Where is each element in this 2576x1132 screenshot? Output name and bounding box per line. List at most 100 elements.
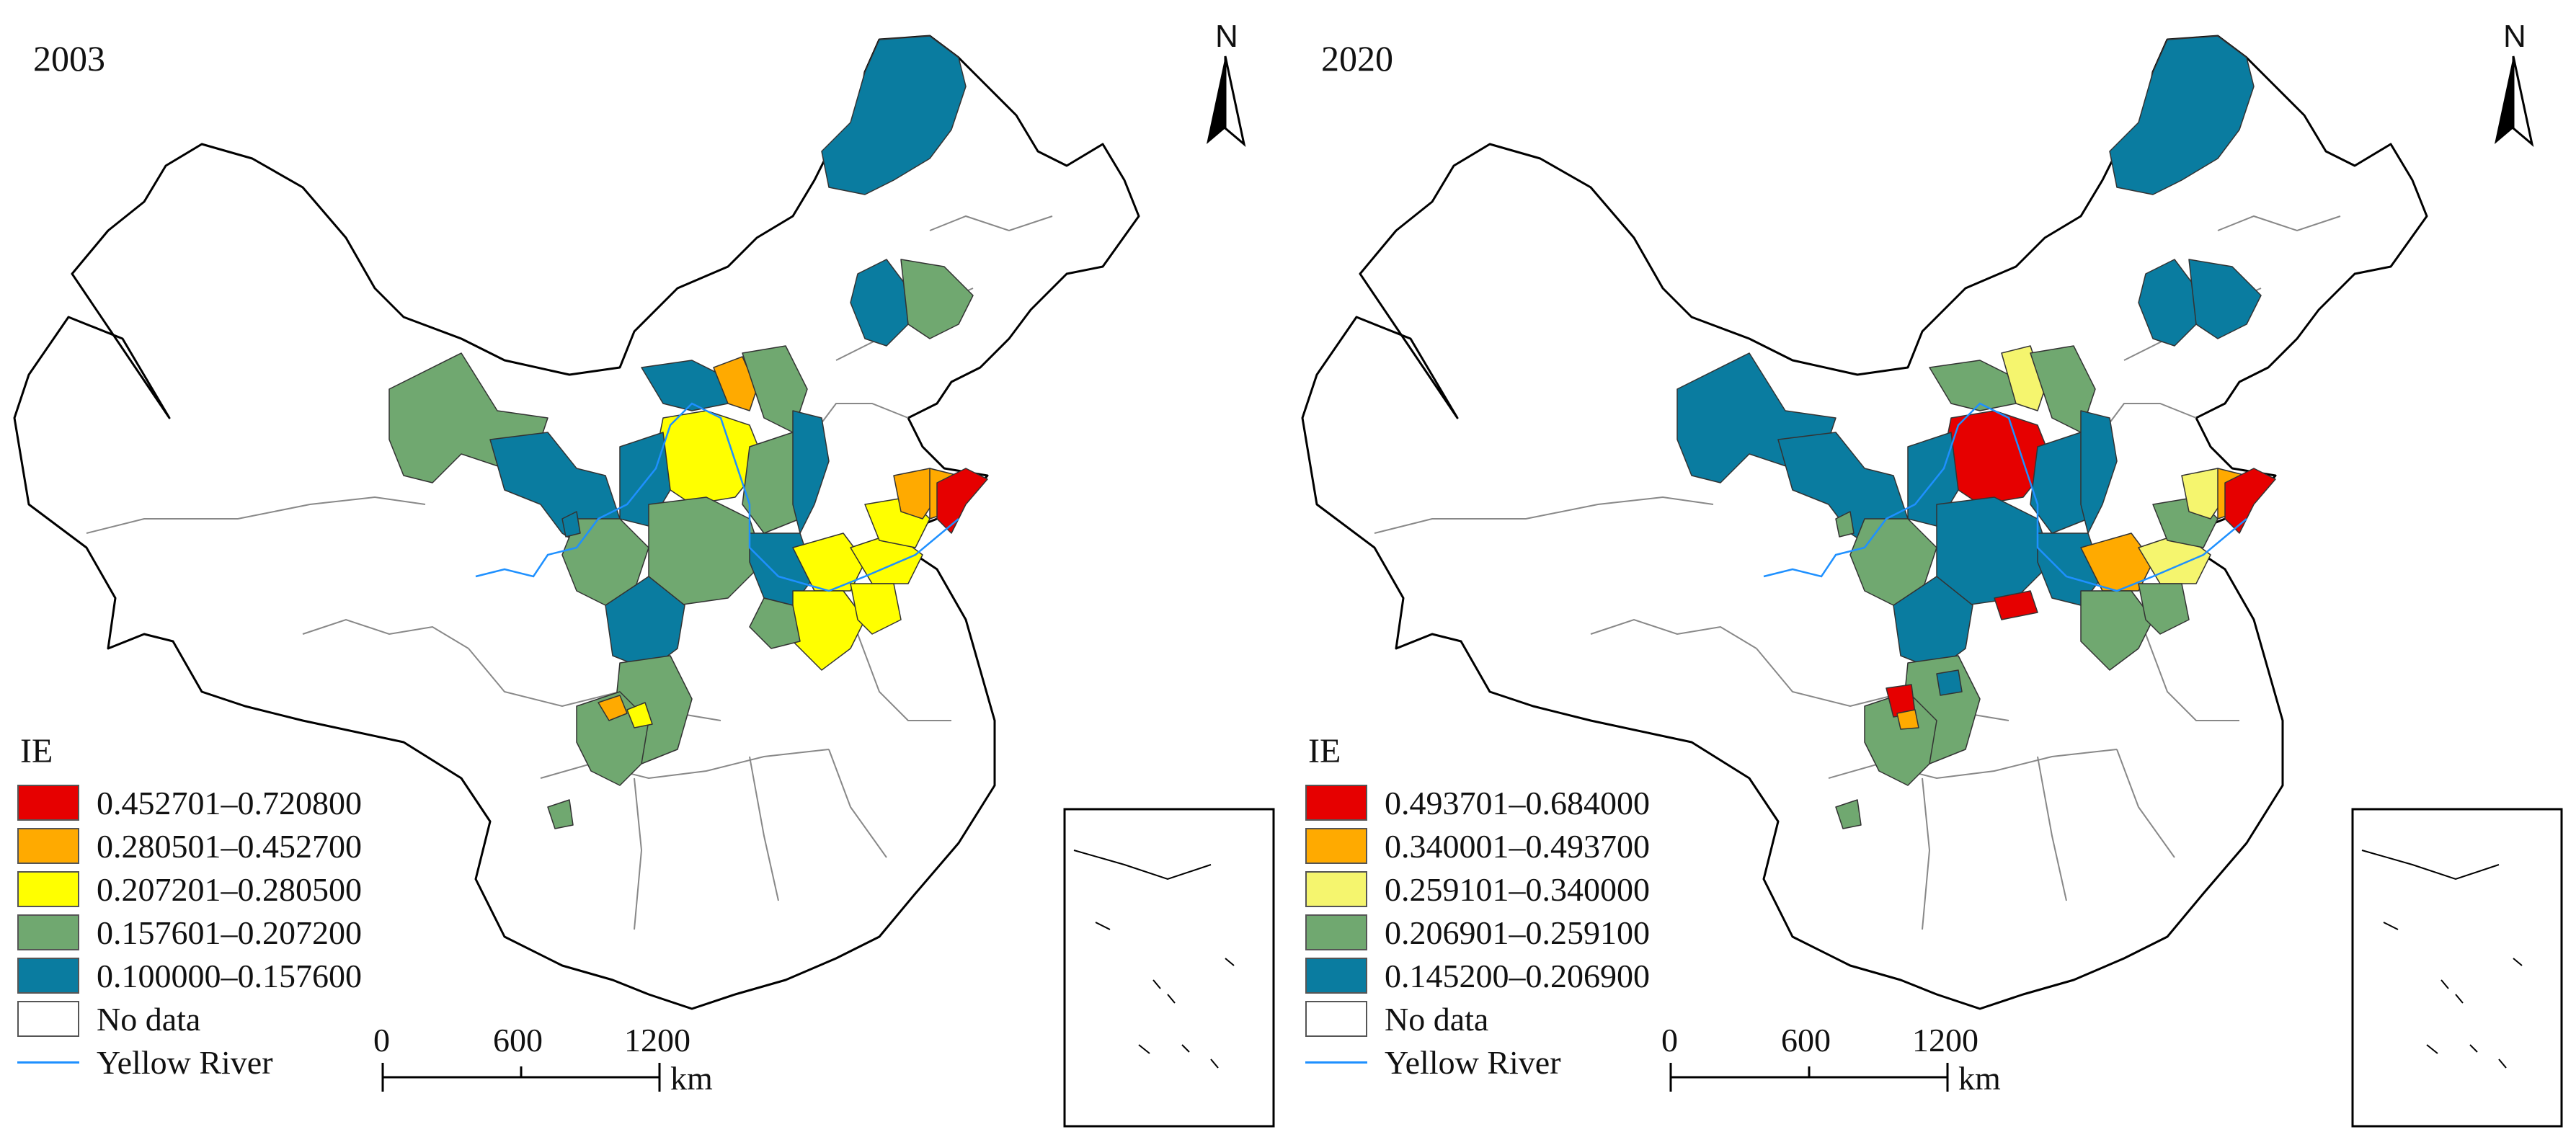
year-label: 2003 — [33, 38, 105, 79]
north-arrow — [1207, 55, 1246, 147]
legend-label: 0.157601–0.207200 — [97, 914, 362, 951]
region-henan-a — [792, 532, 866, 592]
legend-item: 0.100000–0.157600 — [17, 954, 362, 997]
choropleth-regions-2003 — [388, 35, 988, 829]
legend-label: Yellow River — [1385, 1043, 1561, 1081]
legend-swatch — [17, 828, 79, 864]
region-yunnan-north — [547, 799, 574, 829]
legend-item: 0.340001–0.493700 — [1305, 824, 1650, 868]
legend-item-no-data: No data — [17, 997, 362, 1040]
legend-label: 0.100000–0.157600 — [97, 957, 362, 994]
region-inner-mongolia-c — [2030, 345, 2096, 433]
region-shandong-east — [936, 468, 988, 534]
year-label: 2020 — [1321, 38, 1393, 79]
map-panel-2003: 2003 N IE 0.452701–0.720800 0.280501–0.4… — [13, 19, 1275, 1128]
region-jilin-east — [900, 259, 974, 339]
region-shandong-east — [2224, 468, 2276, 534]
region-henan-a — [2080, 532, 2154, 592]
legend-swatch — [1305, 958, 1367, 994]
legend-swatch — [1305, 1001, 1367, 1037]
legend-label: 0.493701–0.684000 — [1385, 784, 1650, 821]
region-inner-mongolia-c — [742, 345, 808, 433]
legend-label: 0.340001–0.493700 — [1385, 827, 1650, 865]
legend-item: 0.206901–0.259100 — [1305, 911, 1650, 954]
legend-label: No data — [97, 1000, 201, 1038]
region-gansu-south — [1893, 576, 1973, 671]
legend-item: 0.259101–0.340000 — [1305, 868, 1650, 911]
legend-swatch — [17, 785, 79, 821]
north-arrow — [2495, 55, 2534, 147]
legend: IE 0.493701–0.684000 0.340001–0.493700 0… — [1305, 731, 1650, 1084]
legend-swatch — [1305, 914, 1367, 950]
scale-tick-600: 600 — [1781, 1022, 1831, 1059]
region-inner-mongolia-b — [713, 356, 758, 411]
scale-unit: km — [1958, 1060, 2001, 1097]
river-line-swatch — [17, 1044, 79, 1080]
map-panel-2020: 2020 N IE 0.493701–0.684000 0.340001–0.4… — [1288, 0, 2576, 1132]
inset-islands — [1073, 850, 1235, 1069]
legend-swatch — [17, 914, 79, 950]
legend-label: 0.206901–0.259100 — [1385, 914, 1650, 951]
legend-item: 0.452701–0.720800 — [17, 781, 362, 824]
north-label: N — [2503, 19, 2526, 54]
legend-label: No data — [1385, 1000, 1489, 1038]
legend-swatch — [17, 1001, 79, 1037]
scale-tick-1200: 1200 — [1912, 1022, 1978, 1059]
legend-swatch — [1305, 828, 1367, 864]
region-shanxi-north — [792, 410, 830, 534]
legend-label: 0.207201–0.280500 — [97, 870, 362, 908]
region-jilin — [850, 259, 909, 347]
scale-unit: km — [670, 1060, 713, 1097]
legend-label: 0.259101–0.340000 — [1385, 870, 1650, 908]
region-yunnan-north — [1835, 799, 1862, 829]
legend-swatch — [17, 958, 79, 994]
legend-swatch — [1305, 871, 1367, 907]
scale-tick-0: 0 — [373, 1022, 390, 1059]
region-heilongjiang — [2109, 35, 2255, 195]
region-qinghai-west — [1835, 511, 1855, 538]
region-qinghai-west — [561, 511, 581, 538]
scale-tick-1200: 1200 — [624, 1022, 690, 1059]
legend-label: 0.145200–0.206900 — [1385, 957, 1650, 994]
legend-title: IE — [20, 732, 53, 770]
region-henan-south — [2080, 590, 2154, 671]
south-china-sea-inset — [2351, 808, 2563, 1128]
yellow-river-line — [475, 402, 959, 592]
north-label: N — [1215, 19, 1238, 54]
legend-label: 0.452701–0.720800 — [97, 784, 362, 821]
legend-label: Yellow River — [97, 1043, 273, 1081]
choropleth-regions-2020 — [1676, 35, 2276, 829]
region-henan-west — [749, 597, 801, 649]
legend-swatch — [1305, 785, 1367, 821]
legend-item: 0.280501–0.452700 — [17, 824, 362, 868]
legend-item: 0.157601–0.207200 — [17, 911, 362, 954]
scale-tick-600: 600 — [493, 1022, 543, 1059]
legend-title: IE — [1308, 732, 1341, 770]
region-shanxi-north — [2080, 410, 2118, 534]
region-henan-west — [1994, 590, 2038, 620]
china-map-2003 — [13, 35, 1275, 1128]
region-henan-east — [850, 583, 902, 635]
region-sichuan-b — [1896, 709, 1919, 730]
inset-islands — [2361, 850, 2523, 1069]
scale-bar — [381, 1063, 661, 1092]
region-henan-east — [2138, 583, 2190, 635]
legend-item-river: Yellow River — [1305, 1040, 1650, 1084]
region-gansu-south — [605, 576, 685, 671]
south-china-sea-inset — [1063, 808, 1275, 1128]
scale-bar — [1669, 1063, 1949, 1092]
legend-item: 0.493701–0.684000 — [1305, 781, 1650, 824]
legend-item-no-data: No data — [1305, 997, 1650, 1040]
legend-label: 0.280501–0.452700 — [97, 827, 362, 865]
region-jilin — [2138, 259, 2197, 347]
river-line-swatch — [1305, 1044, 1367, 1080]
yellow-river-line — [1763, 402, 2247, 592]
legend: IE 0.452701–0.720800 0.280501–0.452700 0… — [17, 731, 362, 1084]
region-sichuan-c — [1936, 669, 1963, 696]
region-heilongjiang — [821, 35, 967, 195]
china-map-2020 — [1301, 35, 2563, 1128]
region-sichuan-a — [598, 695, 628, 721]
region-sichuan-b — [626, 702, 653, 728]
legend-swatch — [17, 871, 79, 907]
legend-item: 0.145200–0.206900 — [1305, 954, 1650, 997]
